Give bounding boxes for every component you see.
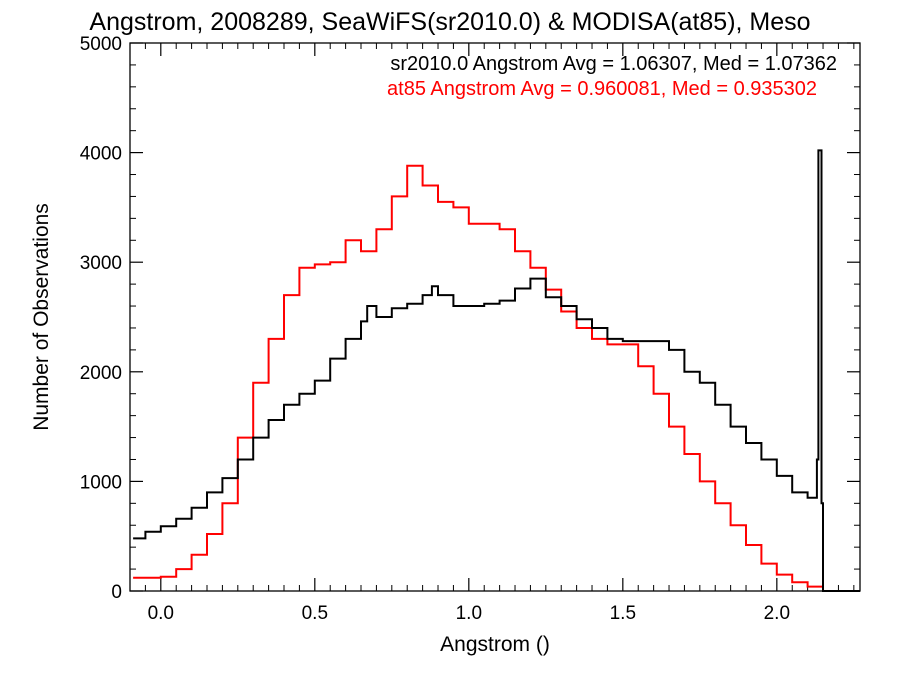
- axis-tick-labels: 0.0 0.5 1.0 1.5 2.0 0 1000 2000 3000 4000 5000: [80, 34, 790, 624]
- series-line-sr2010: [133, 149, 860, 592]
- plot-frame: [129, 42, 861, 592]
- annotation-at85: at85 Angstrom Avg = 0.960081, Med = 0.93…: [387, 78, 817, 100]
- x-tick-label: 0.0: [148, 603, 174, 624]
- y-tick-label: 1000: [80, 472, 122, 493]
- series-layer: [133, 149, 860, 592]
- y-tick-label: 5000: [80, 34, 122, 55]
- chart-title: Angstrom, 2008289, SeaWiFS(sr2010.0) & M…: [89, 8, 810, 36]
- axis-ticks: [130, 42, 860, 592]
- y-tick-label: 4000: [80, 144, 122, 165]
- x-tick-label: 2.0: [764, 603, 790, 624]
- y-axis-label: Number of Observations: [30, 203, 53, 431]
- x-tick-label: 1.0: [456, 603, 482, 624]
- y-tick-label: 0: [111, 582, 122, 603]
- series-line-at85: [133, 164, 860, 592]
- y-tick-label: 3000: [80, 253, 122, 274]
- x-axis-label: Angstrom (): [440, 633, 550, 656]
- x-tick-label: 0.5: [302, 603, 328, 624]
- x-tick-label: 1.5: [610, 603, 636, 624]
- annotation-sr2010: sr2010.0 Angstrom Avg = 1.06307, Med = 1…: [390, 53, 837, 75]
- y-tick-label: 2000: [80, 363, 122, 384]
